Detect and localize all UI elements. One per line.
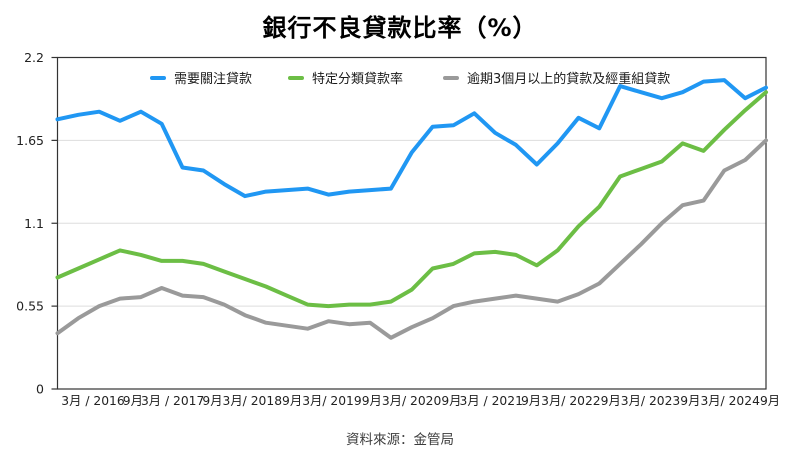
x-tick-label: 3月 / 2017 bbox=[141, 394, 204, 408]
x-tick-label: 3月/ 2020 bbox=[382, 394, 441, 408]
chart-legend: 需要關注貸款 特定分類貸款率 逾期3個月以上的貸款及經重組貸款 bbox=[0, 68, 800, 87]
x-tick-label: 9月 bbox=[123, 394, 143, 408]
x-tick-label: 9月 bbox=[601, 394, 621, 408]
x-tick-label: 3月 / 2016 bbox=[61, 394, 125, 408]
x-tick-label: 3月 / 2021 bbox=[460, 394, 523, 408]
x-tick-label: 3月/ 2022 bbox=[541, 394, 600, 408]
legend-dash-gray-icon bbox=[443, 75, 459, 80]
x-tick-label: 9月 bbox=[282, 394, 302, 408]
legend-label: 特定分類貸款率 bbox=[312, 72, 404, 87]
legend-item: 特定分類貸款率 bbox=[288, 68, 403, 87]
y-tick-label: 2.2 bbox=[24, 50, 44, 65]
legend-label: 需要關注貸款 bbox=[174, 72, 253, 87]
legend-dash-blue-icon bbox=[150, 75, 166, 80]
x-tick-label: 3月/ 2019 bbox=[302, 394, 361, 408]
source-caption: 資料來源：金管局 bbox=[346, 432, 454, 448]
legend-dash-green-icon bbox=[288, 75, 304, 80]
x-tick-label: 9月 bbox=[760, 394, 780, 408]
y-tick-label: 0 bbox=[36, 382, 44, 397]
series-line-green bbox=[55, 90, 768, 309]
legend-item: 需要關注貸款 bbox=[150, 68, 252, 87]
x-tick-label: 3月/ 2024 bbox=[700, 394, 760, 408]
series-line-blue bbox=[55, 78, 768, 199]
y-tick-label: 1.1 bbox=[24, 216, 44, 231]
legend-item: 逾期3個月以上的貸款及經重組貸款 bbox=[443, 68, 670, 87]
legend-label: 逾期3個月以上的貸款及經重組貸款 bbox=[467, 72, 671, 87]
x-tick-label: 3月/ 2023 bbox=[621, 394, 680, 408]
x-tick-label: 9月 bbox=[680, 394, 700, 408]
series-line-gray bbox=[55, 138, 768, 340]
y-tick-label: 1.65 bbox=[16, 133, 44, 148]
x-tick-label: 9月 bbox=[521, 394, 541, 408]
x-tick-label: 9月 bbox=[441, 394, 461, 408]
x-tick-label: 9月 bbox=[362, 394, 382, 408]
x-tick-label: 9月 bbox=[202, 394, 222, 408]
x-tick-label: 3月/ 2018 bbox=[223, 394, 282, 408]
chart-title: 銀行不良貸款比率（%） bbox=[262, 14, 538, 42]
y-tick-label: 0.55 bbox=[16, 299, 44, 314]
